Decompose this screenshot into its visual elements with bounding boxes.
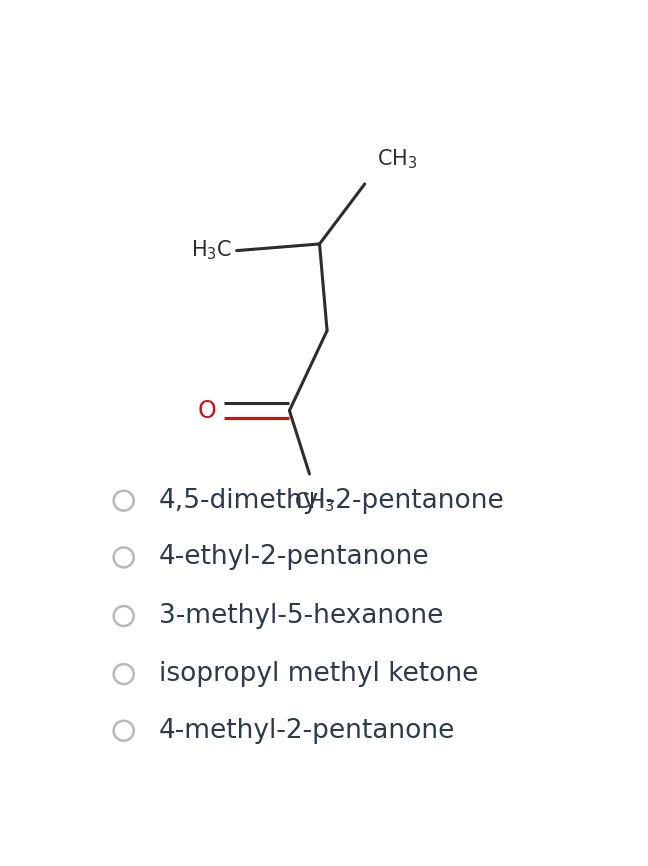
Text: isopropyl methyl ketone: isopropyl methyl ketone bbox=[159, 661, 478, 687]
Text: 4-methyl-2-pentanone: 4-methyl-2-pentanone bbox=[159, 718, 455, 744]
Text: 4,5-dimethyl-2-pentanone: 4,5-dimethyl-2-pentanone bbox=[159, 488, 505, 514]
Text: CH$_3$: CH$_3$ bbox=[294, 491, 335, 514]
Text: 4-ethyl-2-pentanone: 4-ethyl-2-pentanone bbox=[159, 545, 430, 571]
Text: 3-methyl-5-hexanone: 3-methyl-5-hexanone bbox=[159, 603, 443, 629]
Text: CH$_3$: CH$_3$ bbox=[377, 147, 418, 171]
Text: O: O bbox=[198, 398, 216, 423]
Text: H$_3$C: H$_3$C bbox=[192, 239, 233, 262]
